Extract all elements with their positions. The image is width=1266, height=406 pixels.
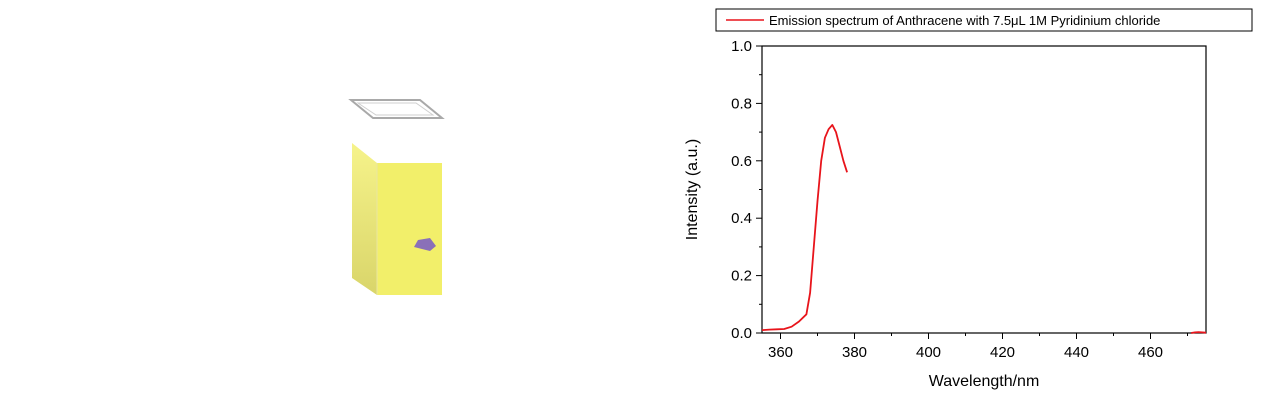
x-axis-label: Wavelength/nm	[929, 373, 1040, 390]
y-tick-label: 0.4	[731, 210, 752, 227]
x-tick-label: 420	[990, 344, 1015, 361]
legend-label: Emission spectrum of Anthracene with 7.5…	[769, 13, 1160, 28]
cuvette-front-face	[377, 163, 442, 295]
y-tick-label: 0.2	[731, 268, 752, 285]
x-tick-label: 360	[768, 344, 793, 361]
y-tick-label: 0.6	[731, 153, 752, 170]
y-axis: 0.0 0.2 0.4 0.6 0.8 1.0	[731, 38, 762, 342]
x-axis: 360 380 400 420 440 460	[768, 333, 1188, 361]
plot-frame	[761, 45, 1207, 334]
y-tick-label: 1.0	[731, 38, 752, 55]
series-line-0	[761, 124, 848, 331]
y-axis-label: Intensity (a.u.)	[684, 139, 701, 240]
legend: Emission spectrum of Anthracene with 7.5…	[715, 8, 1253, 32]
series-line-1	[1191, 331, 1207, 334]
cuvette-illustration	[348, 99, 445, 295]
legend-box	[715, 8, 1253, 32]
plot-lines	[761, 124, 1207, 334]
x-tick-label: 380	[842, 344, 867, 361]
cuvette-lid-inner	[356, 102, 435, 116]
y-tick-label: 0.0	[731, 325, 752, 342]
x-tick-label: 440	[1064, 344, 1089, 361]
y-tick-label: 0.8	[731, 95, 752, 112]
x-tick-label: 400	[916, 344, 941, 361]
x-tick-label: 460	[1138, 344, 1163, 361]
sample-marker	[414, 238, 436, 251]
cuvette-side-face	[352, 143, 377, 295]
